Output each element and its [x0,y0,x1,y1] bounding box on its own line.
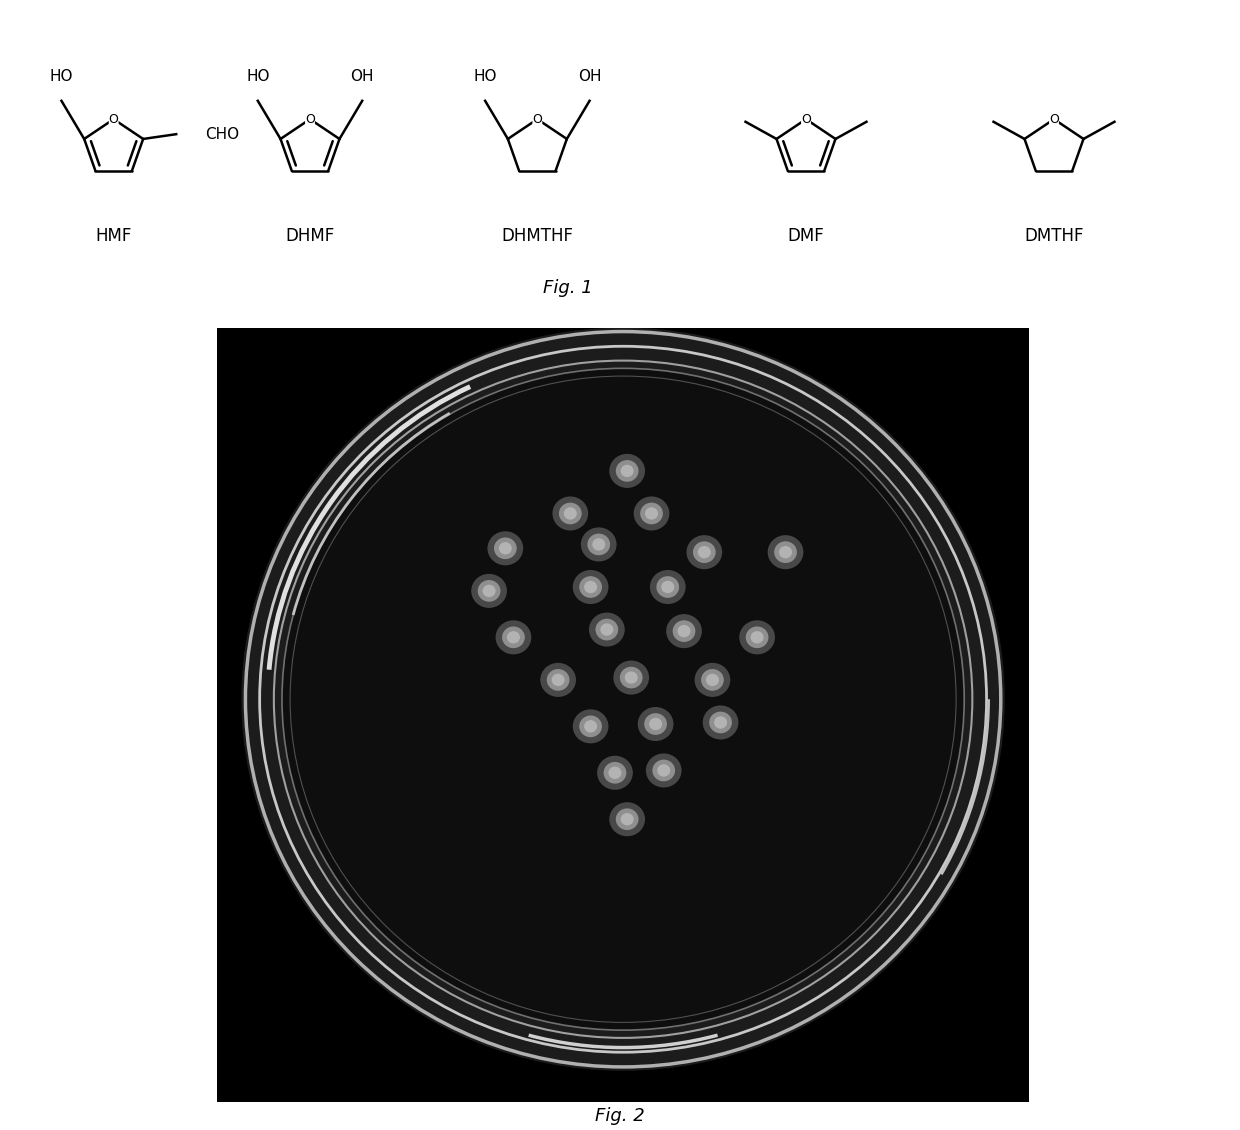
Circle shape [694,663,730,697]
Circle shape [507,632,520,643]
Circle shape [600,624,614,636]
Circle shape [616,460,639,481]
Circle shape [625,671,637,684]
Circle shape [609,802,645,836]
Text: O: O [532,113,542,125]
Circle shape [634,496,670,530]
Circle shape [693,541,715,563]
Text: HMF: HMF [95,227,131,245]
Circle shape [564,507,577,520]
Circle shape [703,705,739,739]
Circle shape [774,541,797,563]
Circle shape [657,764,670,776]
Text: CHO: CHO [205,127,239,141]
Circle shape [598,756,632,790]
Circle shape [706,673,719,686]
Circle shape [541,663,577,697]
Text: DMTHF: DMTHF [1024,227,1084,245]
Circle shape [496,620,531,654]
Circle shape [672,620,696,642]
Circle shape [494,538,517,559]
Circle shape [609,766,621,779]
Circle shape [588,533,610,555]
Circle shape [471,574,507,608]
Circle shape [739,620,775,654]
Circle shape [621,464,634,477]
Circle shape [589,612,625,646]
Circle shape [701,669,724,690]
Circle shape [553,496,588,530]
Text: DMF: DMF [787,227,825,245]
Text: O: O [801,113,811,125]
Circle shape [604,762,626,783]
Text: Fig. 1: Fig. 1 [543,279,593,297]
Circle shape [656,576,680,598]
Ellipse shape [281,368,965,1031]
Circle shape [650,570,686,605]
Text: HO: HO [246,69,269,84]
Circle shape [498,542,512,555]
Ellipse shape [242,328,1004,1071]
Circle shape [646,754,682,788]
Circle shape [620,667,642,688]
Text: HO: HO [50,69,73,84]
Circle shape [573,570,609,605]
Text: Fig. 2: Fig. 2 [595,1107,645,1125]
Circle shape [745,626,769,649]
Circle shape [687,536,722,570]
Circle shape [645,507,658,520]
Circle shape [579,576,601,598]
Text: O: O [109,113,119,125]
Circle shape [637,707,673,741]
Circle shape [579,715,601,737]
Circle shape [652,759,675,781]
Text: HO: HO [474,69,497,84]
Text: OH: OH [351,69,374,84]
Circle shape [616,808,639,831]
Circle shape [580,528,616,562]
Circle shape [547,669,569,690]
Text: DHMF: DHMF [285,227,335,245]
Circle shape [609,454,645,488]
Circle shape [649,718,662,730]
Circle shape [559,503,582,524]
Text: O: O [1049,113,1059,125]
Circle shape [482,584,496,597]
Circle shape [709,712,732,733]
Circle shape [645,713,667,734]
Circle shape [779,546,792,558]
Circle shape [502,626,525,649]
Circle shape [477,580,501,601]
Circle shape [698,546,711,558]
Text: OH: OH [578,69,601,84]
Circle shape [677,625,691,637]
Circle shape [595,619,619,641]
Circle shape [750,632,764,643]
Circle shape [593,538,605,550]
Circle shape [573,710,609,744]
Circle shape [614,661,649,695]
Circle shape [621,812,634,825]
Circle shape [661,581,675,593]
Circle shape [640,503,663,524]
Text: O: O [305,113,315,125]
Circle shape [666,614,702,649]
Circle shape [552,673,564,686]
Circle shape [584,720,598,732]
Text: DHMTHF: DHMTHF [501,227,573,245]
Circle shape [714,716,727,729]
Circle shape [584,581,598,593]
Circle shape [768,536,804,570]
Circle shape [487,531,523,565]
